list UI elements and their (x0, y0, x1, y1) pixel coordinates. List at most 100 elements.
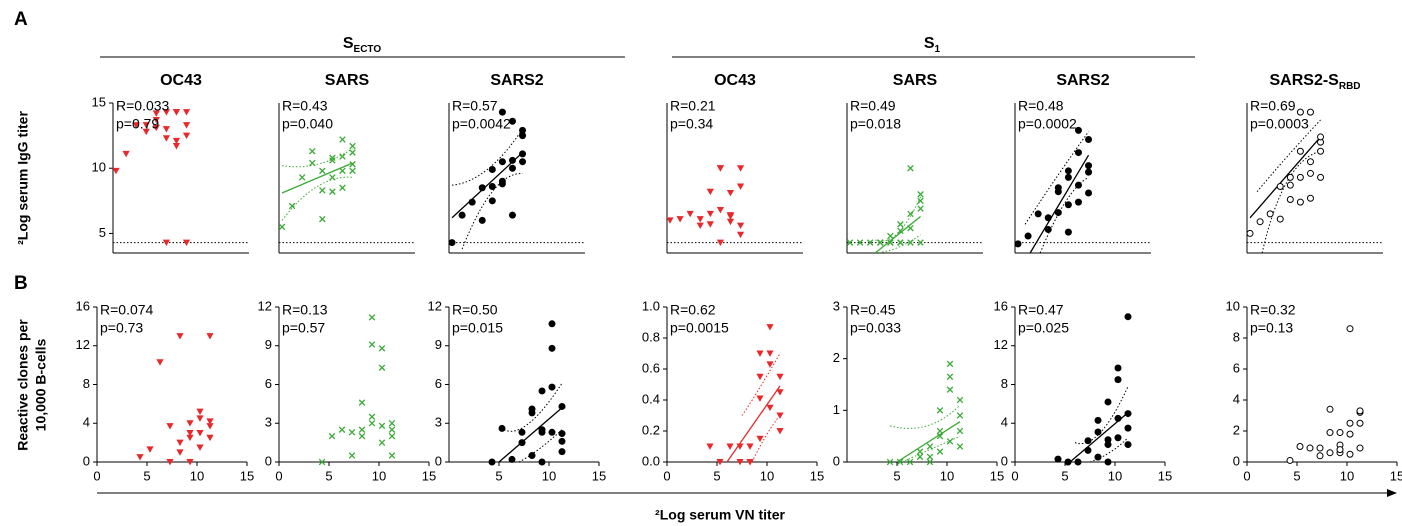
point (897, 239, 904, 246)
point (206, 333, 214, 340)
point (288, 202, 296, 210)
panel-title: SARS (325, 72, 370, 89)
group-title-sub: ECTO (354, 44, 382, 55)
annotation: p=0.040 (282, 116, 333, 132)
point (339, 136, 346, 143)
point (1306, 194, 1314, 202)
point (1014, 240, 1022, 248)
point (1124, 424, 1132, 432)
point (706, 210, 714, 218)
y-tick-label: 0.0 (642, 453, 660, 468)
point (936, 432, 944, 440)
point (726, 218, 735, 226)
point (162, 239, 170, 246)
point (946, 373, 954, 381)
x-tick-label: 0 (275, 468, 282, 483)
point (548, 320, 556, 328)
annotation: p=0.73 (100, 320, 143, 336)
point (1084, 446, 1092, 454)
y-tick-label: 6 (435, 376, 442, 391)
point (388, 419, 396, 427)
point (162, 109, 170, 116)
point (1346, 430, 1354, 438)
point (907, 164, 914, 172)
point (182, 239, 191, 246)
point (1326, 449, 1334, 457)
point (172, 143, 181, 150)
annotation: R=0.32 (1250, 302, 1296, 318)
x-tick-label: 15 (422, 468, 436, 483)
panel-title: SARS2 (1056, 72, 1109, 89)
point (378, 364, 386, 371)
point (716, 239, 724, 246)
point (1296, 108, 1304, 116)
point (716, 206, 724, 214)
y-tick-label: 0.8 (642, 329, 660, 344)
point (152, 124, 160, 132)
point (548, 344, 556, 352)
point (478, 216, 486, 224)
point (152, 116, 160, 124)
x-tick-label: 10 (1340, 468, 1354, 483)
annotation: p=0.13 (1250, 320, 1293, 336)
ci-lower (281, 176, 353, 221)
point (1346, 419, 1354, 427)
y-tick-label: 8 (1233, 329, 1240, 344)
x-tick-label: 5 (1061, 468, 1068, 483)
point (378, 345, 386, 352)
panel-title: OC43 (160, 72, 202, 89)
y-tick-label: 4 (1233, 391, 1240, 406)
point (706, 221, 714, 228)
point (319, 215, 326, 223)
point (1356, 407, 1364, 415)
panel-title-main: SARS2 (490, 72, 543, 89)
point (1074, 198, 1082, 206)
y-tick-label: 16 (994, 298, 1008, 313)
point (1306, 444, 1314, 452)
ci-upper (889, 404, 961, 429)
annotation: p=0.018 (850, 116, 901, 132)
point (1024, 232, 1032, 240)
y-tick-label: 10 (1226, 298, 1240, 313)
annotation: p=0.025 (1018, 320, 1069, 336)
panel-title-main: SARS (893, 72, 938, 89)
point (1356, 444, 1364, 452)
point (349, 161, 356, 168)
point (1286, 456, 1294, 464)
point (726, 212, 735, 219)
point (1286, 181, 1294, 189)
y-tick-label: 0 (83, 453, 90, 468)
annotation: R=0.45 (850, 302, 896, 318)
point (1326, 429, 1334, 437)
point (388, 452, 396, 459)
point (1085, 168, 1093, 176)
point (776, 373, 784, 381)
panel-title-main: OC43 (714, 72, 756, 89)
point (329, 174, 336, 181)
point (338, 426, 346, 433)
point (498, 158, 506, 166)
point (1124, 410, 1132, 418)
point (308, 159, 316, 167)
point (1104, 441, 1112, 449)
fit-line (896, 421, 961, 462)
point (498, 180, 506, 188)
annotation: R=0.47 (1018, 302, 1064, 318)
panel-title: SARS (893, 72, 938, 89)
y-tick-label: 0 (833, 453, 840, 468)
ci-lower (751, 415, 781, 462)
y-tick-label: 6 (265, 376, 272, 391)
point (1296, 443, 1304, 450)
point (756, 350, 764, 357)
point (946, 360, 954, 368)
point (468, 198, 476, 206)
point (956, 412, 964, 419)
point (1085, 162, 1093, 170)
point (1276, 182, 1284, 190)
point (936, 427, 944, 435)
point (1317, 147, 1325, 155)
x-tick-label: 0 (93, 468, 100, 483)
y-tick-label: 10 (92, 160, 106, 175)
point (176, 333, 184, 340)
annotation: p=0.033 (850, 320, 901, 336)
